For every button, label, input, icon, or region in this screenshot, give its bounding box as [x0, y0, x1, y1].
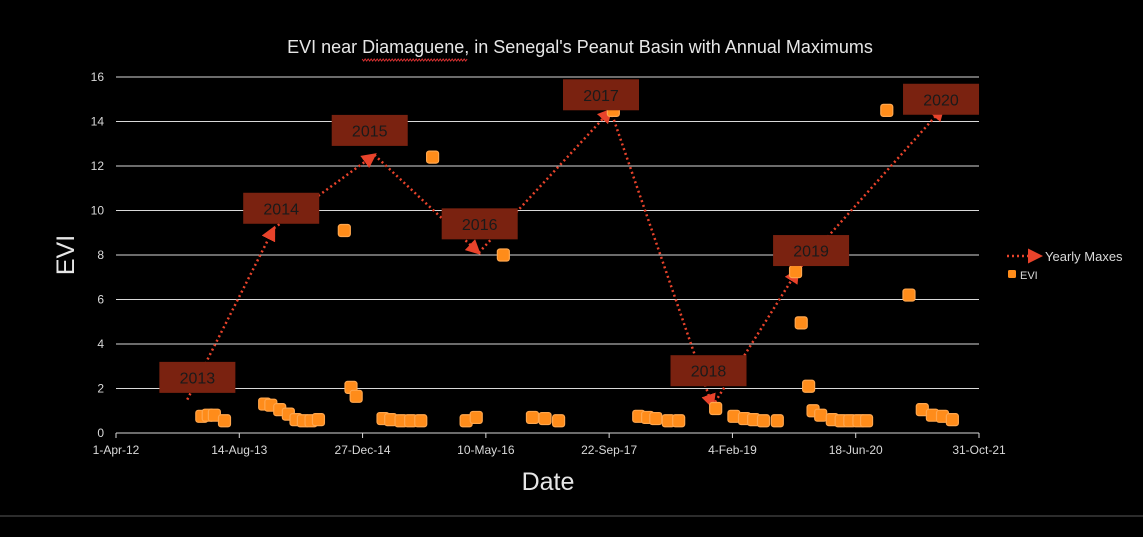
evi-point	[414, 414, 428, 428]
x-tick-label: 4-Feb-19	[708, 443, 757, 457]
evi-point	[311, 413, 326, 427]
y-tick-label: 14	[91, 115, 105, 129]
x-tick-label: 1-Apr-12	[93, 443, 140, 457]
evi-point	[756, 414, 771, 428]
evi-point	[672, 414, 686, 428]
spelling-underline	[361, 58, 468, 62]
window-divider	[0, 515, 1143, 517]
evi-point	[788, 265, 803, 279]
x-tick-label: 22-Sep-17	[581, 443, 637, 457]
evi-point	[945, 413, 959, 427]
gridlines	[116, 76, 979, 434]
y-tick-label: 4	[97, 337, 104, 351]
year-annotation-box	[159, 361, 236, 393]
year-annotations: 2013 2014 2015 2016 2017 2018 2019 2020	[159, 79, 980, 393]
legend: Yearly Maxes EVI	[1007, 248, 1123, 282]
year-annotation-label: 2014	[263, 201, 299, 218]
evi-point	[880, 103, 894, 117]
year-annotation-box	[243, 192, 320, 224]
year-annotation-label: 2020	[923, 92, 959, 109]
y-tick-label: 0	[97, 426, 104, 440]
legend-evi-swatch	[1008, 270, 1016, 278]
legend-yearly-maxes-label: Yearly Maxes	[1045, 249, 1123, 264]
evi-point	[538, 411, 552, 426]
axis-ticks: 0 2 4 6 8 10 12 14 16 1-Apr-12 14-Aug-13 27-Dec-14 1…	[91, 70, 1006, 457]
x-tick-label: 14-Aug-13	[211, 443, 267, 457]
y-tick-label: 6	[97, 293, 104, 307]
y-tick-label: 16	[91, 70, 105, 84]
year-annotation-label: 2018	[691, 364, 727, 381]
x-tick-label: 31-Oct-21	[952, 443, 1006, 457]
yearly-max-segment	[477, 108, 613, 254]
y-tick-label: 12	[91, 159, 105, 173]
y-axis-title: EVI	[52, 235, 80, 275]
evi-point	[802, 379, 816, 393]
evi-point	[649, 411, 663, 426]
legend-evi-label: EVI	[1020, 270, 1038, 282]
year-annotation-box	[903, 83, 980, 115]
evi-point	[770, 414, 784, 428]
evi-point	[349, 389, 363, 403]
evi-point	[794, 316, 808, 330]
y-tick-label: 2	[97, 382, 104, 396]
evi-point	[551, 414, 566, 428]
evi-point	[902, 288, 916, 302]
year-annotation-label: 2017	[583, 88, 619, 105]
evi-point	[496, 248, 510, 262]
year-annotation-box	[563, 79, 640, 111]
y-tick-label: 10	[91, 204, 105, 218]
evi-point	[469, 410, 483, 425]
y-tick-label: 8	[97, 248, 104, 262]
year-annotation-label: 2016	[462, 217, 498, 234]
year-annotation-box	[773, 235, 850, 267]
x-tick-label: 27-Dec-14	[335, 443, 391, 457]
evi-point	[425, 150, 440, 164]
evi-point	[337, 223, 351, 238]
year-annotation-label: 2015	[352, 123, 388, 140]
x-axis-title: Date	[522, 468, 575, 496]
year-annotation-label: 2019	[793, 244, 829, 261]
year-annotation-box	[670, 355, 747, 387]
yearly-max-segment	[373, 153, 481, 255]
x-tick-label: 10-May-16	[457, 443, 515, 457]
chart-title: EVI near Diamaguene, in Senegal's Peanut…	[287, 37, 873, 57]
year-annotation-box	[441, 208, 518, 240]
year-annotation-label: 2013	[180, 370, 216, 387]
evi-point	[217, 414, 232, 428]
evi-point	[859, 414, 874, 428]
evi-point	[709, 401, 723, 416]
year-annotation-box	[331, 114, 408, 146]
x-tick-label: 18-Jun-20	[829, 443, 883, 457]
evi-point	[814, 408, 828, 422]
evi-point	[525, 410, 540, 425]
